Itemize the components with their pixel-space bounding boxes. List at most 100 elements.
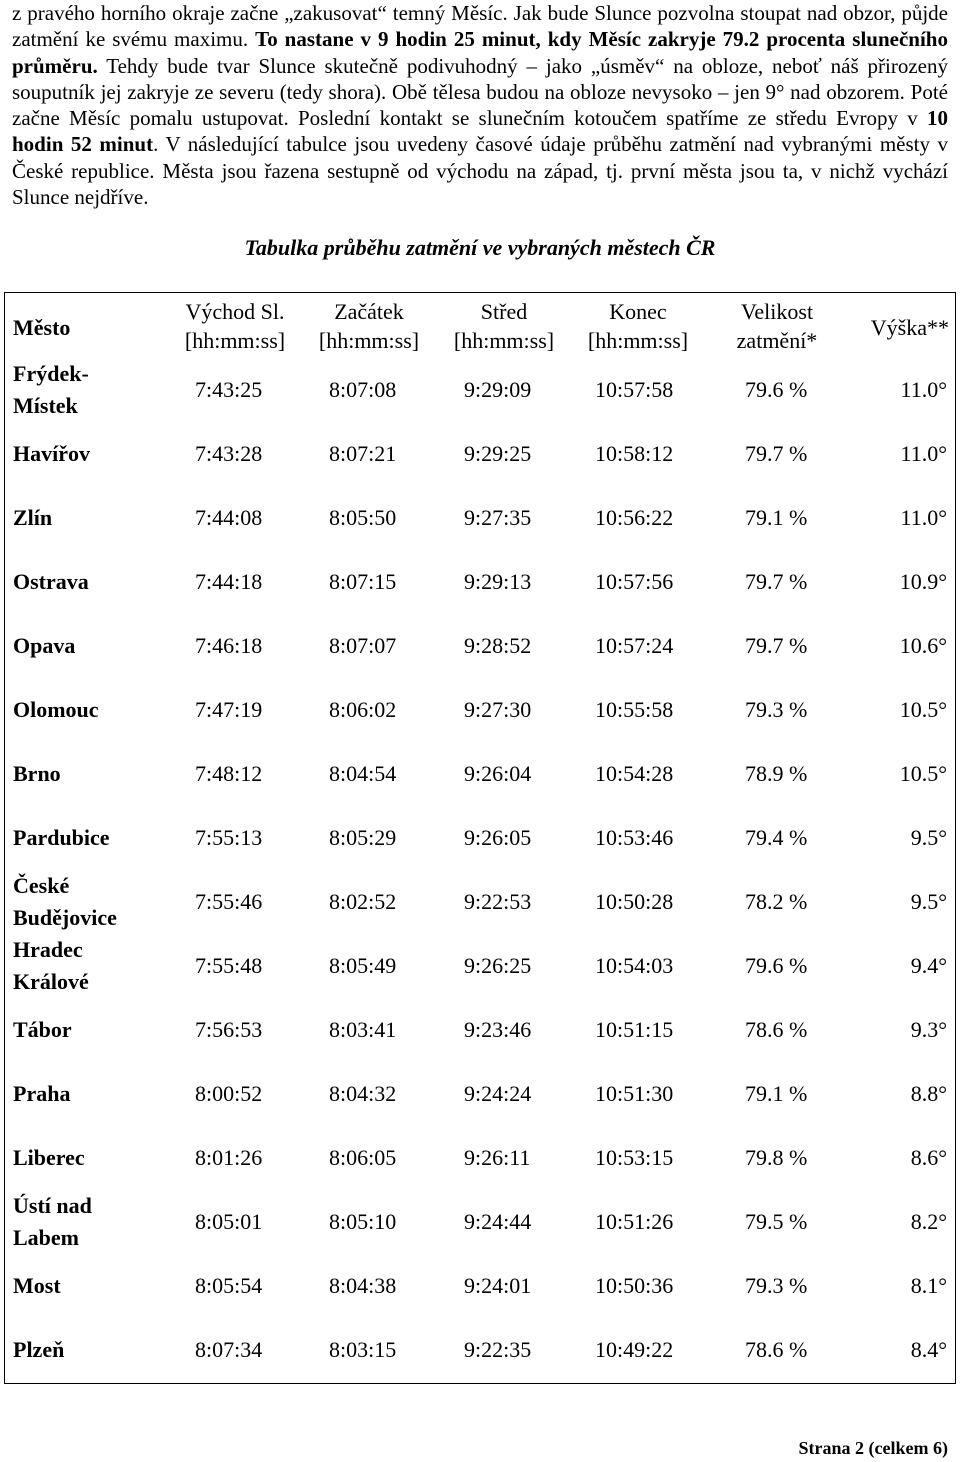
sunrise-cell: 7:43:28: [195, 441, 263, 466]
intro-paragraph: z pravého horního okraje začne „zakusova…: [12, 0, 948, 210]
magnitude-cell: 78.6 %: [745, 1017, 808, 1042]
start-cell: 8:06:02: [329, 697, 397, 722]
city-name-line1: Hradec: [13, 937, 83, 962]
header-sunrise-line2: [hh:mm:ss]: [184, 328, 286, 353]
city-name-line1: Olomouc: [13, 697, 99, 722]
city-name-line2: Budějovice: [13, 905, 117, 930]
end-cell: 10:57:24: [595, 633, 674, 658]
sunrise-cell: 7:48:12: [195, 761, 263, 786]
end-cell: 10:57:56: [595, 569, 674, 594]
magnitude-cell: 79.6 %: [745, 377, 808, 402]
intro-text-bold-1: To nastane v 9 hodin 25 minut, kdy Měsíc…: [12, 27, 948, 78]
start-cell: 8:07:08: [329, 377, 397, 402]
table-row: Havířov 7:43:28 8:07:21 9:29:25 10:58:12 79.7…: [5, 422, 955, 486]
table-row: Zlín 7:44:08 8:05:50 9:27:35 10:56:22 79.1 % 1…: [5, 486, 955, 550]
city-name-line1: Zlín: [13, 505, 53, 530]
eclipse-table: Město Východ Sl. [hh:mm:ss] Začátek [hh:…: [4, 292, 956, 1384]
table-row: Most 8:05:54 8:04:38 9:24:01 10:50:36 79.3 % 8…: [5, 1254, 955, 1318]
sunrise-cell: 8:05:01: [195, 1209, 263, 1234]
table-row: Olomouc 7:47:19 8:06:02 9:27:30 10:55:58 79.3…: [5, 678, 955, 742]
end-cell: 10:49:22: [595, 1337, 674, 1362]
start-cell: 8:02:52: [329, 889, 397, 914]
mid-cell: 9:26:05: [464, 825, 532, 850]
table-row: Praha 8:00:52 8:04:32 9:24:24 10:51:30 79.1 %…: [5, 1062, 955, 1126]
header-end-line1: Konec: [609, 299, 667, 324]
header-start-line2: [hh:mm:ss]: [318, 328, 420, 353]
altitude-cell: 9.5°: [910, 889, 947, 914]
city-name-line1: České: [13, 873, 70, 898]
magnitude-cell: 79.3 %: [745, 1273, 808, 1298]
sunrise-cell: 7:55:46: [195, 889, 263, 914]
end-cell: 10:50:28: [595, 889, 674, 914]
city-name: Pardubice: [13, 822, 110, 854]
start-cell: 8:07:15: [329, 569, 397, 594]
sunrise-cell: 7:46:18: [195, 633, 263, 658]
end-cell: 10:51:26: [595, 1209, 674, 1234]
sunrise-cell: 7:56:53: [195, 1017, 263, 1042]
magnitude-cell: 78.6 %: [745, 1337, 808, 1362]
intro-text-3: . V následující tabulce jsou uvedeny čas…: [12, 132, 948, 210]
city-name-line1: Most: [13, 1273, 61, 1298]
end-cell: 10:55:58: [595, 697, 674, 722]
altitude-cell: 10.5°: [899, 697, 947, 722]
altitude-cell: 8.2°: [910, 1209, 947, 1234]
altitude-cell: 11.0°: [900, 505, 947, 530]
start-cell: 8:06:05: [329, 1145, 397, 1170]
city-name: Hradec Králové: [13, 934, 89, 998]
header-mid-line1: Střed: [480, 299, 528, 324]
city-name-line1: Brno: [13, 761, 61, 786]
sunrise-cell: 7:55:48: [195, 953, 263, 978]
city-name-line2: Labem: [13, 1225, 79, 1250]
city-name-line1: Praha: [13, 1081, 71, 1106]
mid-cell: 9:27:35: [464, 505, 532, 530]
start-cell: 8:04:32: [329, 1081, 397, 1106]
end-cell: 10:51:30: [595, 1081, 674, 1106]
altitude-cell: 10.5°: [899, 761, 947, 786]
end-cell: 10:51:15: [595, 1017, 674, 1042]
city-name: Brno: [13, 758, 61, 790]
mid-cell: 9:29:09: [464, 377, 532, 402]
start-cell: 8:03:41: [329, 1017, 397, 1042]
start-cell: 8:04:38: [329, 1273, 397, 1298]
altitude-cell: 10.6°: [899, 633, 947, 658]
end-cell: 10:57:58: [595, 377, 674, 402]
header-end: Konec [hh:mm:ss]: [576, 297, 700, 355]
header-magnitude: Velikost zatmění*: [715, 297, 839, 355]
intro-text-bold-2: 10 hodin 52 minut: [12, 106, 948, 157]
magnitude-cell: 79.7 %: [745, 569, 808, 594]
table-row: Opava 7:46:18 8:07:07 9:28:52 10:57:24 79.7 %…: [5, 614, 955, 678]
magnitude-cell: 79.6 %: [745, 953, 808, 978]
sunrise-cell: 8:07:34: [195, 1337, 263, 1362]
sunrise-cell: 8:00:52: [195, 1081, 263, 1106]
sunrise-cell: 7:44:18: [195, 569, 263, 594]
header-altitude: Výška**: [870, 315, 949, 340]
city-name-line1: Pardubice: [13, 825, 110, 850]
mid-cell: 9:29:25: [464, 441, 532, 466]
city-name: Tábor: [13, 1014, 72, 1046]
city-name-line1: Frýdek-: [13, 361, 89, 386]
start-cell: 8:05:29: [329, 825, 397, 850]
magnitude-cell: 79.8 %: [745, 1145, 808, 1170]
altitude-cell: 10.9°: [899, 569, 947, 594]
city-name: Most: [13, 1270, 61, 1302]
city-name-line1: Opava: [13, 633, 76, 658]
header-sunrise-line1: Východ Sl.: [185, 299, 285, 324]
mid-cell: 9:22:35: [464, 1337, 532, 1362]
city-name-line1: Plzeň: [13, 1337, 65, 1362]
sunrise-cell: 7:47:19: [195, 697, 263, 722]
start-cell: 8:07:21: [329, 441, 397, 466]
page-footer: Strana 2 (celkem 6): [798, 1438, 948, 1458]
table-row: Brno 7:48:12 8:04:54 9:26:04 10:54:28 78.9 % 1…: [5, 742, 955, 806]
header-start: Začátek [hh:mm:ss]: [307, 297, 431, 355]
magnitude-cell: 79.7 %: [745, 633, 808, 658]
end-cell: 10:53:15: [595, 1145, 674, 1170]
end-cell: 10:56:22: [595, 505, 674, 530]
start-cell: 8:07:07: [329, 633, 397, 658]
mid-cell: 9:24:01: [464, 1273, 532, 1298]
magnitude-cell: 79.3 %: [745, 697, 808, 722]
city-name-line1: Ústí nad: [13, 1193, 92, 1218]
end-cell: 10:50:36: [595, 1273, 674, 1298]
altitude-cell: 8.8°: [910, 1081, 947, 1106]
mid-cell: 9:29:13: [464, 569, 532, 594]
city-name: České Budějovice: [13, 870, 117, 934]
